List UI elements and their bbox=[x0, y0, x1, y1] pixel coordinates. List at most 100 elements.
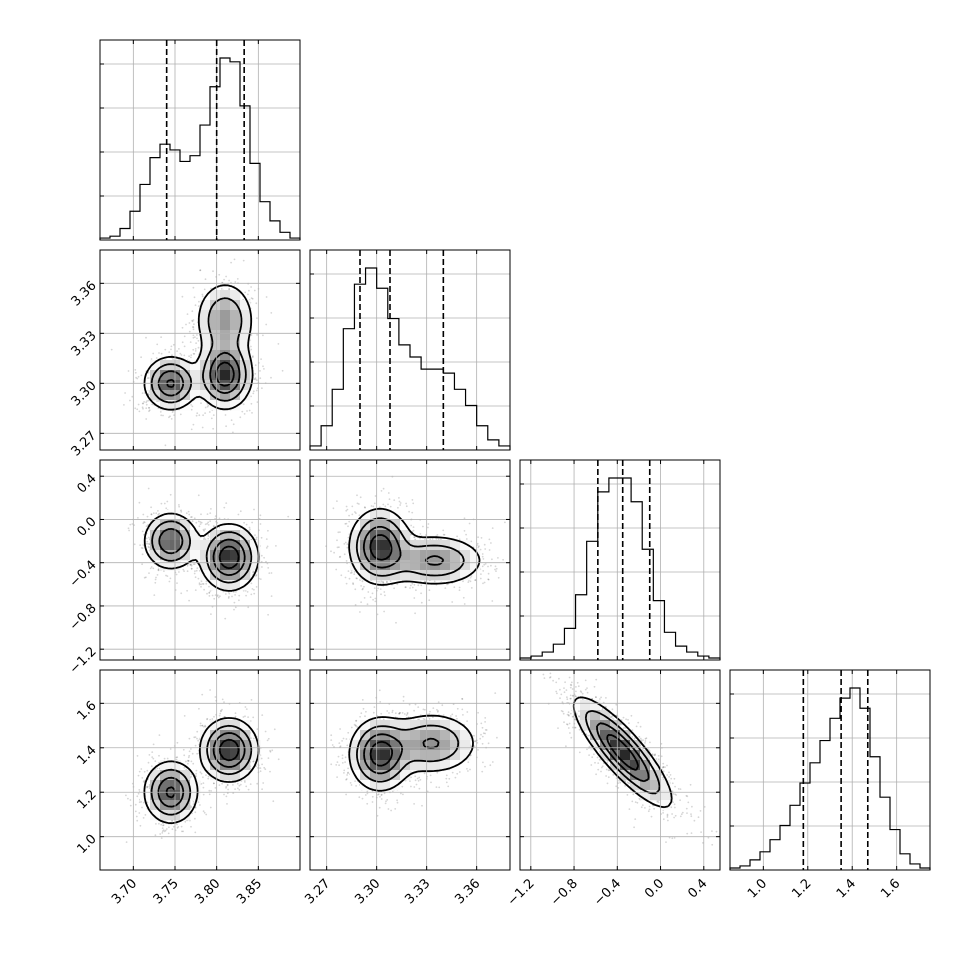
scatter-point bbox=[206, 592, 208, 595]
scatter-point bbox=[337, 531, 340, 534]
scatter-point bbox=[261, 566, 263, 568]
scatter-point bbox=[148, 754, 151, 756]
density-cell bbox=[230, 300, 241, 311]
scatter-point bbox=[196, 412, 199, 415]
scatter-point bbox=[134, 407, 137, 410]
scatter-point bbox=[384, 505, 387, 508]
scatter-point bbox=[207, 537, 210, 540]
scatter-point bbox=[246, 591, 249, 593]
scatter-point bbox=[137, 375, 140, 378]
scatter-point bbox=[232, 591, 235, 593]
scatter-point bbox=[224, 414, 227, 416]
scatter-point bbox=[142, 544, 145, 546]
scatter-point bbox=[252, 390, 255, 393]
scatter-point bbox=[247, 606, 250, 609]
scatter-point bbox=[340, 574, 343, 577]
scatter-point bbox=[208, 585, 210, 588]
y-tick-label: 3.36 bbox=[69, 278, 100, 309]
scatter-point bbox=[152, 512, 155, 514]
scatter-point bbox=[234, 712, 237, 715]
contour-line bbox=[150, 297, 247, 404]
scatter-point bbox=[345, 505, 348, 508]
density-cell bbox=[210, 340, 221, 351]
scatter-point bbox=[168, 351, 171, 353]
scatter-point bbox=[259, 370, 261, 372]
scatter-point bbox=[275, 545, 277, 547]
scatter-point bbox=[206, 405, 209, 408]
scatter-point bbox=[208, 411, 211, 413]
scatter-point bbox=[154, 578, 157, 581]
scatter-point bbox=[354, 604, 357, 606]
scatter-point bbox=[474, 579, 477, 582]
x-tick-label: 1.0 bbox=[745, 876, 770, 901]
scatter-point bbox=[192, 328, 195, 331]
scatter-point bbox=[502, 558, 504, 561]
scatter-point bbox=[281, 369, 284, 372]
scatter-point bbox=[158, 400, 160, 402]
scatter-point bbox=[142, 407, 144, 410]
scatter-point bbox=[242, 716, 245, 718]
scatter-point bbox=[495, 570, 497, 572]
scatter-point bbox=[199, 523, 202, 525]
density-cell bbox=[230, 370, 241, 381]
scatter-point bbox=[412, 502, 415, 505]
scatter-point bbox=[224, 617, 227, 620]
scatter-point bbox=[148, 407, 151, 409]
scatter-point bbox=[336, 539, 338, 542]
scatter-point bbox=[245, 594, 248, 597]
scatter-point bbox=[397, 506, 399, 509]
scatter-point bbox=[188, 322, 191, 324]
scatter-point bbox=[156, 343, 159, 346]
scatter-point bbox=[182, 748, 185, 751]
density-cell bbox=[210, 360, 221, 371]
scatter-point bbox=[200, 585, 202, 588]
histogram-0 bbox=[99, 57, 301, 240]
panel-0-3 bbox=[125, 689, 280, 843]
scatter-point bbox=[183, 754, 186, 757]
density-cell bbox=[400, 540, 411, 551]
density-cell bbox=[410, 560, 421, 571]
scatter-point bbox=[150, 513, 153, 516]
scatter-point bbox=[181, 326, 184, 329]
scatter-point bbox=[339, 555, 342, 558]
scatter-point bbox=[125, 841, 128, 843]
scatter-point bbox=[412, 526, 415, 528]
scatter-point bbox=[265, 323, 268, 326]
scatter-point bbox=[212, 427, 215, 430]
scatter-point bbox=[191, 310, 194, 313]
panel-frame-3 bbox=[729, 669, 931, 871]
scatter-point bbox=[228, 279, 231, 282]
scatter-point bbox=[387, 492, 390, 494]
scatter-point bbox=[212, 414, 215, 416]
scatter-point bbox=[256, 401, 259, 403]
scatter-point bbox=[180, 509, 183, 512]
density-cell bbox=[220, 390, 231, 401]
scatter-point bbox=[199, 521, 202, 523]
scatter-point bbox=[170, 345, 173, 348]
scatter-point bbox=[225, 425, 228, 428]
scatter-point bbox=[470, 540, 473, 543]
scatter-point bbox=[408, 510, 410, 513]
scatter-point bbox=[141, 553, 144, 556]
scatter-point bbox=[384, 594, 386, 597]
scatter-point bbox=[361, 580, 364, 583]
scatter-point bbox=[168, 826, 170, 829]
scatter-point bbox=[484, 548, 487, 550]
scatter-point bbox=[236, 278, 239, 280]
scatter-point bbox=[260, 757, 263, 760]
scatter-point bbox=[358, 503, 360, 505]
scatter-point bbox=[193, 323, 195, 326]
scatter-point bbox=[185, 512, 188, 515]
scatter-point bbox=[199, 269, 202, 272]
density-cell bbox=[380, 560, 391, 571]
scatter-point bbox=[411, 586, 414, 589]
scatter-point bbox=[158, 754, 160, 757]
scatter-point bbox=[252, 570, 255, 573]
density-cell bbox=[200, 550, 211, 561]
scatter-point bbox=[232, 431, 234, 434]
scatter-point bbox=[194, 348, 197, 350]
scatter-point bbox=[380, 593, 382, 596]
scatter-point bbox=[191, 516, 193, 518]
scatter-point bbox=[263, 556, 265, 559]
scatter-point bbox=[145, 407, 148, 410]
